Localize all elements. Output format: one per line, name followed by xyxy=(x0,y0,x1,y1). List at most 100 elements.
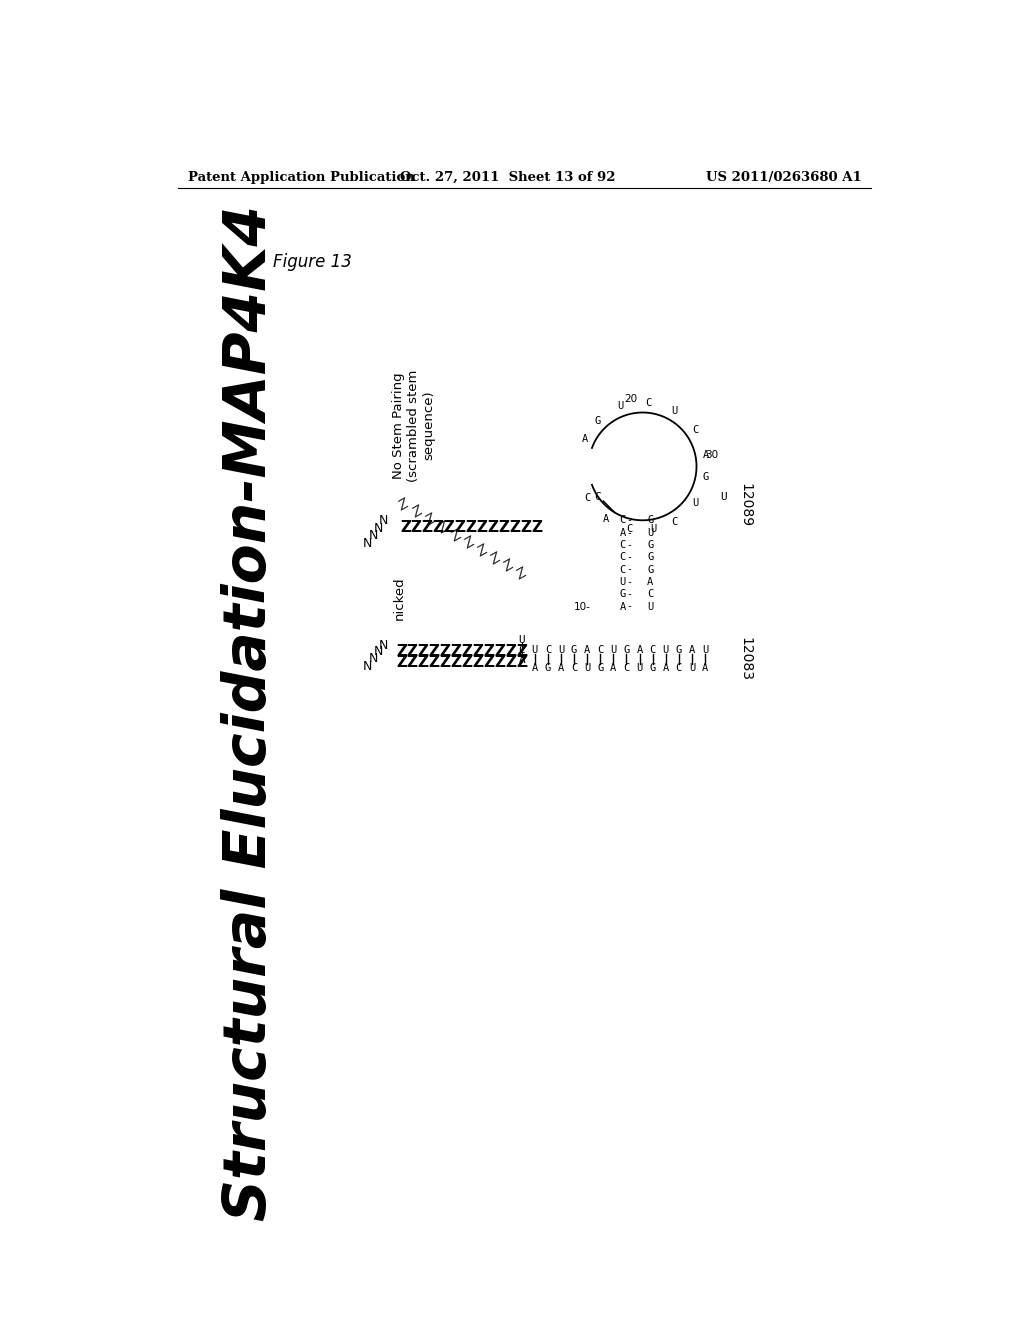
Text: A: A xyxy=(663,663,669,673)
Text: ZZZZZZZZZZZZ: ZZZZZZZZZZZZ xyxy=(396,644,528,659)
Text: 10-: 10- xyxy=(573,602,590,611)
Text: -: - xyxy=(626,552,632,562)
Text: A: A xyxy=(558,663,564,673)
Text: A: A xyxy=(647,577,653,587)
Text: C: C xyxy=(620,565,626,574)
Text: C: C xyxy=(645,397,651,408)
Text: A: A xyxy=(701,663,709,673)
Text: nicked: nicked xyxy=(392,577,406,620)
Text: -: - xyxy=(626,540,632,550)
Text: C: C xyxy=(624,663,630,673)
Text: -: - xyxy=(626,565,632,574)
Text: 12083: 12083 xyxy=(739,638,753,681)
Text: C: C xyxy=(620,540,626,550)
Text: Oct. 27, 2011  Sheet 13 of 92: Oct. 27, 2011 Sheet 13 of 92 xyxy=(400,172,615,185)
Text: G: G xyxy=(676,644,682,655)
Text: Z: Z xyxy=(435,520,451,536)
Text: G: G xyxy=(702,473,709,483)
Text: U: U xyxy=(531,644,538,655)
Text: U: U xyxy=(701,644,709,655)
Text: C: C xyxy=(518,644,525,655)
Text: Z: Z xyxy=(423,512,437,529)
Text: U: U xyxy=(610,644,616,655)
Text: G: G xyxy=(649,663,655,673)
Text: C: C xyxy=(647,589,653,599)
Text: G: G xyxy=(647,540,653,550)
Text: G: G xyxy=(597,663,603,673)
Text: Z: Z xyxy=(487,550,503,568)
Text: A: A xyxy=(584,644,590,655)
Text: N: N xyxy=(364,660,373,673)
Text: G: G xyxy=(571,644,578,655)
Text: C: C xyxy=(545,644,551,655)
Text: 30: 30 xyxy=(706,450,719,459)
Text: A: A xyxy=(603,513,609,524)
Text: U: U xyxy=(689,663,695,673)
Text: G: G xyxy=(647,515,653,525)
Text: U: U xyxy=(672,407,678,416)
Text: U: U xyxy=(647,528,653,537)
Text: G: G xyxy=(647,552,653,562)
Text: C: C xyxy=(584,494,591,503)
Text: G: G xyxy=(620,589,626,599)
Text: N: N xyxy=(379,513,388,527)
Text: N: N xyxy=(374,521,383,535)
Text: U: U xyxy=(584,663,590,673)
Text: U: U xyxy=(647,602,653,611)
Text: U: U xyxy=(636,663,643,673)
Text: N: N xyxy=(369,652,378,665)
Text: N: N xyxy=(369,529,378,543)
Text: G: G xyxy=(594,416,600,426)
Text: U: U xyxy=(663,644,669,655)
Text: A: A xyxy=(610,663,616,673)
Text: C: C xyxy=(571,663,578,673)
Text: Z: Z xyxy=(449,527,464,544)
Text: ZZZZZZZZZZZZ: ZZZZZZZZZZZZ xyxy=(396,655,528,671)
Text: Z: Z xyxy=(410,504,425,521)
Text: N: N xyxy=(379,639,388,652)
Text: ZZZZZZZZZZZZZ: ZZZZZZZZZZZZZ xyxy=(400,520,543,536)
Text: -: - xyxy=(626,602,632,611)
Text: 12089: 12089 xyxy=(739,483,753,527)
Text: C: C xyxy=(676,663,682,673)
Text: C: C xyxy=(672,516,678,527)
Text: U: U xyxy=(617,401,624,412)
Text: A: A xyxy=(636,644,643,655)
Text: Figure 13: Figure 13 xyxy=(273,253,352,272)
Text: -: - xyxy=(626,577,632,587)
Text: No Stem Pairing
(scrambled stem
sequence): No Stem Pairing (scrambled stem sequence… xyxy=(392,370,435,482)
Text: Z: Z xyxy=(501,558,516,576)
Text: U: U xyxy=(620,577,626,587)
Text: U: U xyxy=(650,524,656,535)
Text: N: N xyxy=(374,644,383,657)
Text: -: - xyxy=(626,528,632,537)
Text: -: - xyxy=(626,589,632,599)
Text: Z: Z xyxy=(396,496,412,513)
Text: U: U xyxy=(720,492,727,502)
Text: C: C xyxy=(649,644,655,655)
Text: C: C xyxy=(692,425,698,434)
Text: G: G xyxy=(647,565,653,574)
Text: C: C xyxy=(627,524,633,533)
Text: A: A xyxy=(702,450,709,461)
Text: A: A xyxy=(689,644,695,655)
Text: C: C xyxy=(620,515,626,525)
Text: A: A xyxy=(531,663,538,673)
Text: G: G xyxy=(545,663,551,673)
Text: C: C xyxy=(597,644,603,655)
Text: -: - xyxy=(626,515,632,525)
Text: Structural Elucidation-MAP4K4: Structural Elucidation-MAP4K4 xyxy=(221,205,279,1221)
Text: U: U xyxy=(518,635,525,644)
Text: A: A xyxy=(620,528,626,537)
Text: C: C xyxy=(620,552,626,562)
Text: Z: Z xyxy=(462,535,477,552)
Text: U: U xyxy=(692,498,698,508)
Text: 20: 20 xyxy=(625,393,638,404)
Text: Z: Z xyxy=(475,543,490,560)
Text: A: A xyxy=(620,602,626,611)
Text: A: A xyxy=(582,434,588,445)
Text: A: A xyxy=(518,655,525,665)
Text: U: U xyxy=(558,644,564,655)
Text: US 2011/0263680 A1: US 2011/0263680 A1 xyxy=(707,172,862,185)
Text: C: C xyxy=(595,492,601,502)
